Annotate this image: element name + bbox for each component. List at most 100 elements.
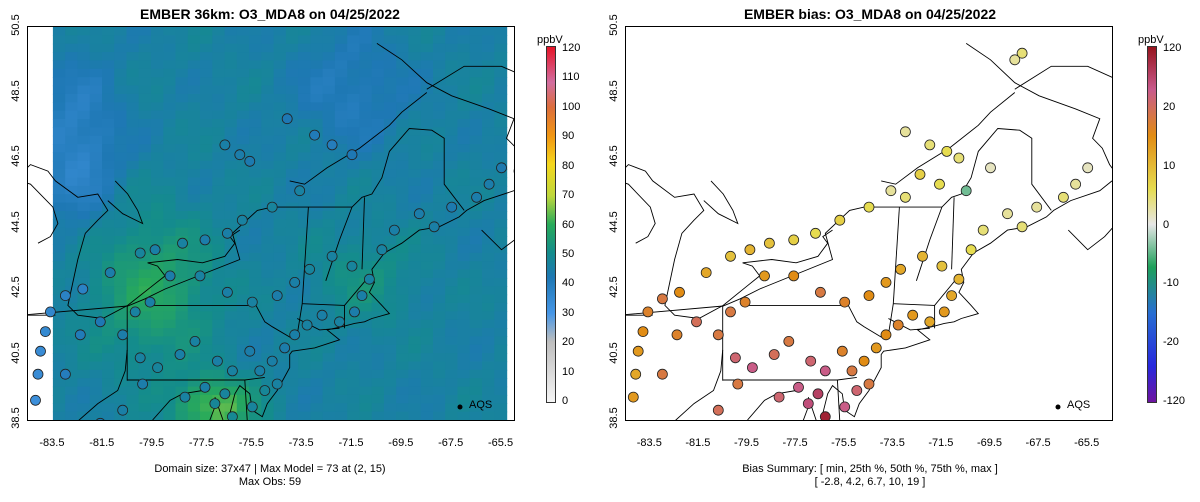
left-grid-cell xyxy=(212,386,226,396)
left-grid-cell xyxy=(445,236,459,245)
left-grid-cell xyxy=(322,277,336,287)
left-station-point xyxy=(346,149,358,161)
left-grid-cell xyxy=(187,127,201,137)
right-boundary-line xyxy=(626,164,833,319)
left-grid-cell xyxy=(408,43,422,53)
left-grid-cell xyxy=(322,394,336,404)
left-grid-cell xyxy=(494,219,508,229)
left-grid-cell xyxy=(273,144,287,154)
left-grid-cell xyxy=(383,244,397,254)
left-grid-cell xyxy=(236,119,250,128)
left-grid-cell xyxy=(494,169,508,179)
left-boundary-line xyxy=(481,229,514,251)
left-grid-cell xyxy=(383,169,397,179)
left-grid-cell xyxy=(261,177,275,187)
left-grid-cell xyxy=(65,102,79,112)
left-grid-cell xyxy=(445,85,459,95)
left-grid-cell xyxy=(236,286,250,296)
left-grid-cell xyxy=(175,386,189,396)
left-grid-cell xyxy=(114,311,128,321)
left-grid-cell xyxy=(359,202,373,212)
left-grid-cell xyxy=(52,344,66,354)
left-grid-cell xyxy=(408,361,422,371)
right-station-point xyxy=(759,270,770,282)
left-grid-cell xyxy=(114,185,128,195)
left-colorbar-tick-label: 20 xyxy=(562,336,575,349)
left-grid-cell xyxy=(334,344,348,354)
left-grid-cell xyxy=(433,52,446,62)
right-station-point xyxy=(953,152,965,164)
left-grid-cell xyxy=(151,68,164,78)
left-grid-cell xyxy=(469,177,483,187)
left-grid-cell xyxy=(65,294,79,304)
right-station-point xyxy=(627,391,639,403)
left-station-point xyxy=(117,329,129,341)
left-station-point xyxy=(94,316,106,328)
left-grid-cell xyxy=(359,35,373,45)
left-station-point xyxy=(279,342,291,354)
left-grid-cell xyxy=(469,302,483,312)
left-grid-cell xyxy=(359,43,373,53)
left-grid-cell xyxy=(200,43,213,53)
left-grid-cell xyxy=(224,277,238,287)
right-boundary-line xyxy=(887,303,894,335)
left-grid-cell xyxy=(77,68,91,78)
left-grid-cell xyxy=(322,328,336,337)
left-grid-cell xyxy=(138,252,152,262)
left-grid-cell xyxy=(445,60,459,70)
left-grid-cell xyxy=(457,185,471,195)
right-map-svg xyxy=(626,43,1112,420)
left-grid-cell xyxy=(89,102,103,112)
left-grid-cell xyxy=(89,119,103,128)
left-grid-cell xyxy=(445,394,459,404)
left-grid-cell xyxy=(322,211,336,220)
left-grid-cell xyxy=(126,244,140,254)
left-grid-cell xyxy=(457,160,471,170)
left-grid-cell xyxy=(285,211,299,220)
left-grid-cell xyxy=(396,93,410,103)
left-grid-cell xyxy=(52,85,66,95)
left-grid-cell xyxy=(383,77,397,87)
left-grid-cell xyxy=(89,328,103,337)
left-grid-cell xyxy=(151,135,164,145)
left-colorbar-tick-label: 10 xyxy=(562,365,575,378)
left-grid-cell xyxy=(151,93,164,103)
left-grid-cell xyxy=(359,311,373,321)
left-grid-cell xyxy=(383,361,397,371)
left-boundary-line xyxy=(376,43,514,147)
left-grid-cell xyxy=(200,177,213,187)
left-grid-cell xyxy=(163,135,177,145)
left-grid-cell xyxy=(420,85,434,95)
left-grid-cell xyxy=(102,60,115,70)
right-map-panel: EMBER bias: O3_MDA8 on 04/25/2022 38.5 40… xyxy=(600,0,1200,502)
left-grid-cell xyxy=(163,319,177,329)
right-colorbar-tick-label: -20 xyxy=(1163,336,1179,349)
left-grid-cell xyxy=(445,286,459,296)
left-grid-cell xyxy=(347,60,361,70)
left-station-point xyxy=(60,368,71,380)
left-grid-cell xyxy=(310,411,324,420)
left-grid-cell xyxy=(433,185,446,195)
left-grid-cell xyxy=(310,336,324,346)
left-grid-cell xyxy=(102,27,115,36)
left-grid-cell xyxy=(114,127,128,137)
left-grid-cell xyxy=(371,152,385,162)
right-legend-marker xyxy=(1055,404,1061,410)
left-grid-cell xyxy=(298,403,311,413)
left-grid-cell xyxy=(445,144,459,154)
left-grid-cell xyxy=(433,102,446,112)
left-grid-cell xyxy=(469,386,483,396)
left-station-point xyxy=(294,185,306,197)
left-grid-cell xyxy=(65,394,79,404)
left-grid-cell xyxy=(212,102,226,112)
left-grid-cell xyxy=(396,236,410,245)
left-grid-cell xyxy=(383,185,397,195)
left-grid-cell xyxy=(273,35,287,45)
left-grid-cell xyxy=(383,294,397,304)
right-x-tick-label: -77.5 xyxy=(782,437,808,449)
left-grid-cell xyxy=(163,294,177,304)
left-grid-cell xyxy=(89,244,103,254)
left-grid-cell xyxy=(126,152,140,162)
left-grid-cell xyxy=(77,294,91,304)
left-grid-cell xyxy=(347,27,361,36)
